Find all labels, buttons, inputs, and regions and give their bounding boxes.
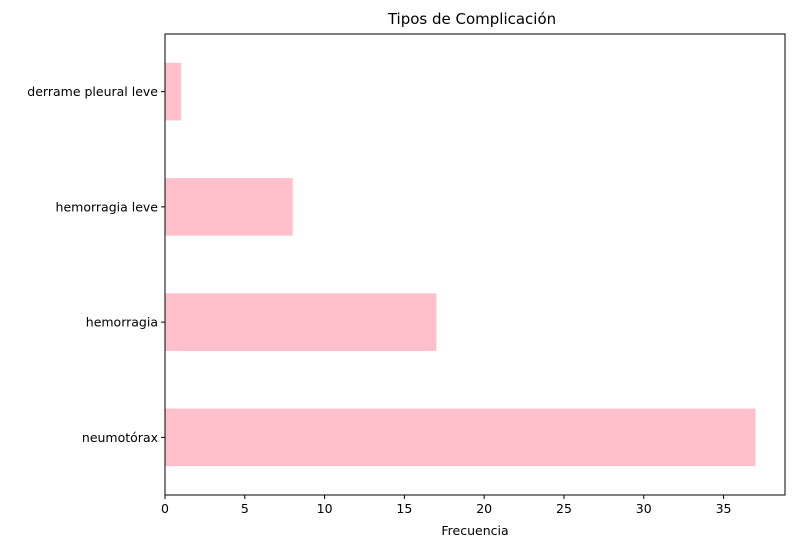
chart-title: Tipos de Complicación — [387, 10, 556, 28]
x-tick-label: 5 — [241, 501, 249, 516]
y-axis: neumotórax hemorragia hemorragia leve derra… — [27, 84, 165, 445]
bar — [165, 178, 293, 236]
bar — [165, 293, 437, 351]
y-tick-label: neumotórax — [82, 430, 158, 445]
x-axis-label: Frecuencia — [441, 523, 508, 538]
x-tick-label: 15 — [396, 501, 412, 516]
y-tick-label: hemorragia — [86, 315, 158, 330]
x-tick-label: 30 — [636, 501, 652, 516]
y-tick-label: derrame pleural leve — [27, 84, 158, 99]
bar — [165, 62, 181, 121]
y-tick-label: hemorragia leve — [56, 199, 159, 214]
bar — [165, 408, 756, 467]
x-tick-label: 25 — [556, 501, 572, 516]
x-tick-label: 10 — [317, 501, 333, 516]
bars-group — [165, 62, 756, 467]
x-tick-label: 0 — [161, 501, 169, 516]
x-tick-label: 35 — [716, 501, 732, 516]
plot-frame — [164, 33, 786, 496]
x-axis: 0 5 10 15 20 25 30 35 — [161, 495, 732, 516]
x-tick-label: 20 — [476, 501, 492, 516]
